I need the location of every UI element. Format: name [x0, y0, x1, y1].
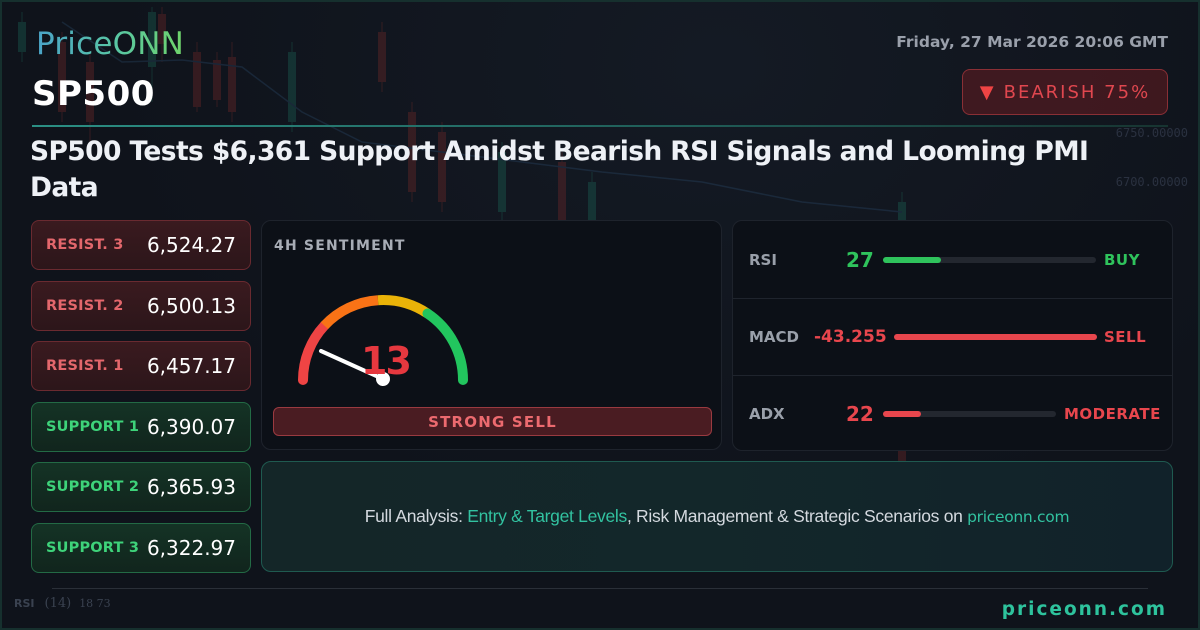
indicator-macd: MACD -43.255 SELL — [733, 298, 1172, 375]
indicator-adx: ADX 22 MODERATE — [733, 375, 1172, 452]
rsi-pane-title: RSI — [14, 597, 35, 610]
indicator-name: ADX — [749, 405, 785, 423]
level-value: 6,500.13 — [146, 293, 236, 318]
price-axis-label: 6750.00000 — [1115, 126, 1188, 140]
footer-divider — [52, 588, 1148, 589]
sentiment-panel: 4H SENTIMENT 13 STRONG SELL — [261, 220, 722, 450]
headline: SP500 Tests $6,361 Support Amidst Bearis… — [30, 136, 1089, 203]
indicator-signal: SELL — [1104, 328, 1147, 346]
level-resistance-1: RESIST. 1 6,457.17 — [31, 341, 251, 391]
cta-site-link[interactable]: priceonn.com — [967, 507, 1070, 526]
rsi-pane-label: RSI (14) 18 73 — [14, 596, 111, 611]
indicator-signal: BUY — [1104, 250, 1140, 269]
brand-logo: PriceONN — [36, 26, 185, 62]
sentiment-signal: STRONG SELL — [273, 407, 712, 436]
indicator-value: 22 — [846, 402, 874, 426]
level-label: SUPPORT 1 — [46, 418, 140, 435]
gauge-needle — [319, 349, 385, 381]
level-value: 6,524.27 — [146, 233, 236, 257]
levels-list: RESIST. 3 6,524.27 RESIST. 2 6,500.13 RE… — [31, 220, 251, 583]
level-label: RESIST. 2 — [46, 297, 124, 314]
symbol-title: SP500 — [32, 74, 155, 114]
datetime: Friday, 27 Mar 2026 20:06 GMT — [896, 33, 1168, 51]
level-resistance-2: RESIST. 2 6,500.13 — [31, 280, 251, 331]
bias-label: BEARISH 75% — [1003, 81, 1151, 103]
indicator-name: RSI — [749, 250, 777, 269]
indicator-rsi: RSI 27 BUY — [733, 221, 1172, 298]
level-value: 6,457.17 — [146, 354, 236, 378]
level-label: SUPPORT 2 — [46, 479, 140, 495]
cta-prefix: Full Analysis: — [364, 506, 463, 526]
indicator-bar — [883, 256, 1096, 263]
indicators-panel: RSI 27 BUY MACD -43.255 SELL ADX 22 MODE… — [732, 220, 1173, 451]
level-resistance-3: RESIST. 3 6,524.27 — [31, 220, 251, 270]
footer-site-link[interactable]: priceonn.com — [1001, 599, 1167, 620]
rsi-range: 18 73 — [79, 597, 111, 610]
indicator-bar — [894, 334, 1097, 340]
indicator-value: -43.255 — [814, 327, 887, 347]
indicator-value: 27 — [846, 247, 874, 272]
level-support-1: SUPPORT 1 6,390.07 — [31, 401, 251, 452]
cta-middle: , Risk Management & Strategic Scenarios … — [626, 506, 963, 526]
bias-badge: ▼ BEARISH 75% — [962, 69, 1168, 115]
price-axis-label: 6700.00000 — [1115, 175, 1188, 189]
level-label: RESIST. 3 — [46, 237, 124, 253]
full-analysis-cta[interactable]: Full Analysis: Entry & Target Levels, Ri… — [261, 461, 1173, 572]
indicator-signal: MODERATE — [1064, 405, 1161, 423]
level-support-3: SUPPORT 3 6,322.97 — [31, 522, 251, 573]
level-support-2: SUPPORT 2 6,365.93 — [31, 462, 251, 512]
sentiment-score: 13 — [361, 339, 412, 383]
rsi-period: (14) — [44, 596, 72, 611]
triangle-down-icon: ▼ — [979, 81, 994, 103]
header-divider — [32, 125, 1168, 127]
sentiment-gauge-icon — [298, 295, 468, 386]
cta-highlight: Entry & Target Levels — [467, 506, 627, 526]
indicator-name: MACD — [749, 328, 799, 346]
level-value: 6,365.93 — [146, 475, 236, 499]
indicator-bar — [883, 411, 1056, 417]
sentiment-title: 4H SENTIMENT — [274, 238, 406, 254]
level-value: 6,390.07 — [146, 414, 236, 439]
level-label: SUPPORT 3 — [46, 539, 140, 556]
level-label: RESIST. 1 — [46, 358, 124, 374]
level-value: 6,322.97 — [146, 535, 236, 560]
